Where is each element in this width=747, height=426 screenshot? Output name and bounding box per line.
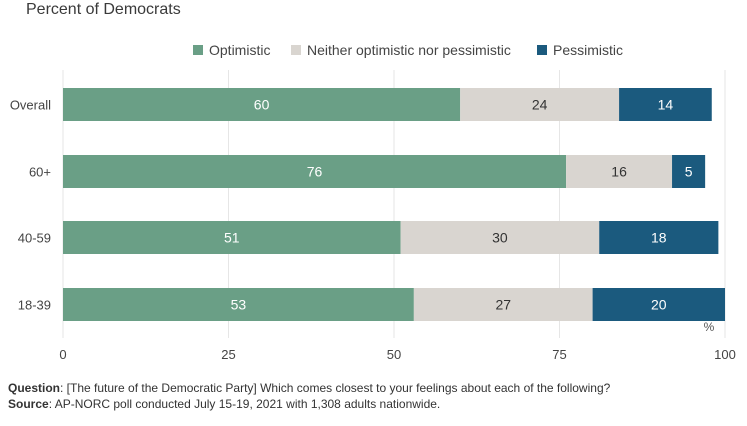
- data-label-40-59-series-0: 51: [224, 230, 240, 246]
- footer-question-text: : [The future of the Democratic Party] W…: [60, 381, 611, 395]
- chart-footer: Question: [The future of the Democratic …: [8, 380, 610, 412]
- bar-Overall-series-0: [63, 88, 461, 121]
- data-label-Overall-series-2: 14: [658, 97, 674, 113]
- bar-18-39-series-1: [413, 288, 593, 321]
- legend-item-neither: Neither optimistic nor pessimistic: [291, 42, 511, 58]
- data-label-18-39-series-1: 27: [495, 297, 511, 313]
- bar-Overall-series-2: [619, 88, 712, 121]
- data-label-60+-series-0: 76: [307, 164, 323, 180]
- legend: Optimistic Neither optimistic nor pessim…: [0, 42, 747, 60]
- category-label-40-59: 40-59: [18, 231, 51, 246]
- legend-label-pessimistic: Pessimistic: [553, 42, 624, 58]
- x-tick-label-75: 75: [552, 347, 566, 362]
- footer-source-label: Source: [8, 397, 49, 411]
- legend-label-neither: Neither optimistic nor pessimistic: [307, 42, 511, 58]
- bar-18-39-series-2: [592, 288, 725, 321]
- x-tick-label-0: 0: [59, 347, 66, 362]
- footer-source: Source: AP-NORC poll conducted July 15-1…: [8, 396, 610, 412]
- data-label-60+-series-2: 5: [685, 164, 693, 180]
- legend-item-pessimistic: Pessimistic: [537, 42, 623, 58]
- bar-40-59-series-2: [599, 221, 719, 254]
- footer-source-text: : AP-NORC poll conducted July 15-19, 202…: [48, 397, 441, 411]
- chart-subtitle: Percent of Democrats: [26, 1, 181, 18]
- data-label-Overall-series-0: 60: [254, 97, 270, 113]
- legend-label-optimistic: Optimistic: [209, 42, 271, 58]
- bar-18-39-series-0: [63, 288, 414, 321]
- x-tick-label-100: 100: [714, 347, 736, 362]
- data-label-40-59-series-2: 18: [651, 230, 667, 246]
- x-tick-label-50: 50: [387, 347, 401, 362]
- category-label-Overall: Overall: [10, 98, 51, 113]
- legend-item-optimistic: Optimistic: [193, 42, 270, 58]
- footer-question-label: Question: [8, 381, 61, 395]
- category-label-60+: 60+: [29, 165, 51, 180]
- bar-40-59-series-0: [63, 221, 401, 254]
- category-label-18-39: 18-39: [18, 298, 51, 313]
- bar-60+-series-2: [672, 155, 706, 188]
- bar-60+-series-1: [566, 155, 673, 188]
- bar-40-59-series-1: [400, 221, 600, 254]
- bar-60+-series-0: [63, 155, 567, 188]
- x-axis-unit-label: %: [704, 320, 715, 334]
- data-label-40-59-series-1: 30: [492, 230, 508, 246]
- bar-Overall-series-1: [460, 88, 620, 121]
- legend-swatch-optimistic: [193, 45, 203, 55]
- legend-swatch-pessimistic: [537, 45, 547, 55]
- legend-swatch-neither: [291, 45, 301, 55]
- data-label-60+-series-1: 16: [611, 164, 627, 180]
- data-label-Overall-series-1: 24: [532, 97, 548, 113]
- x-tick-label-25: 25: [221, 347, 235, 362]
- data-label-18-39-series-0: 53: [231, 297, 247, 313]
- data-label-18-39-series-2: 20: [651, 297, 667, 313]
- footer-question: Question: [The future of the Democratic …: [8, 380, 610, 396]
